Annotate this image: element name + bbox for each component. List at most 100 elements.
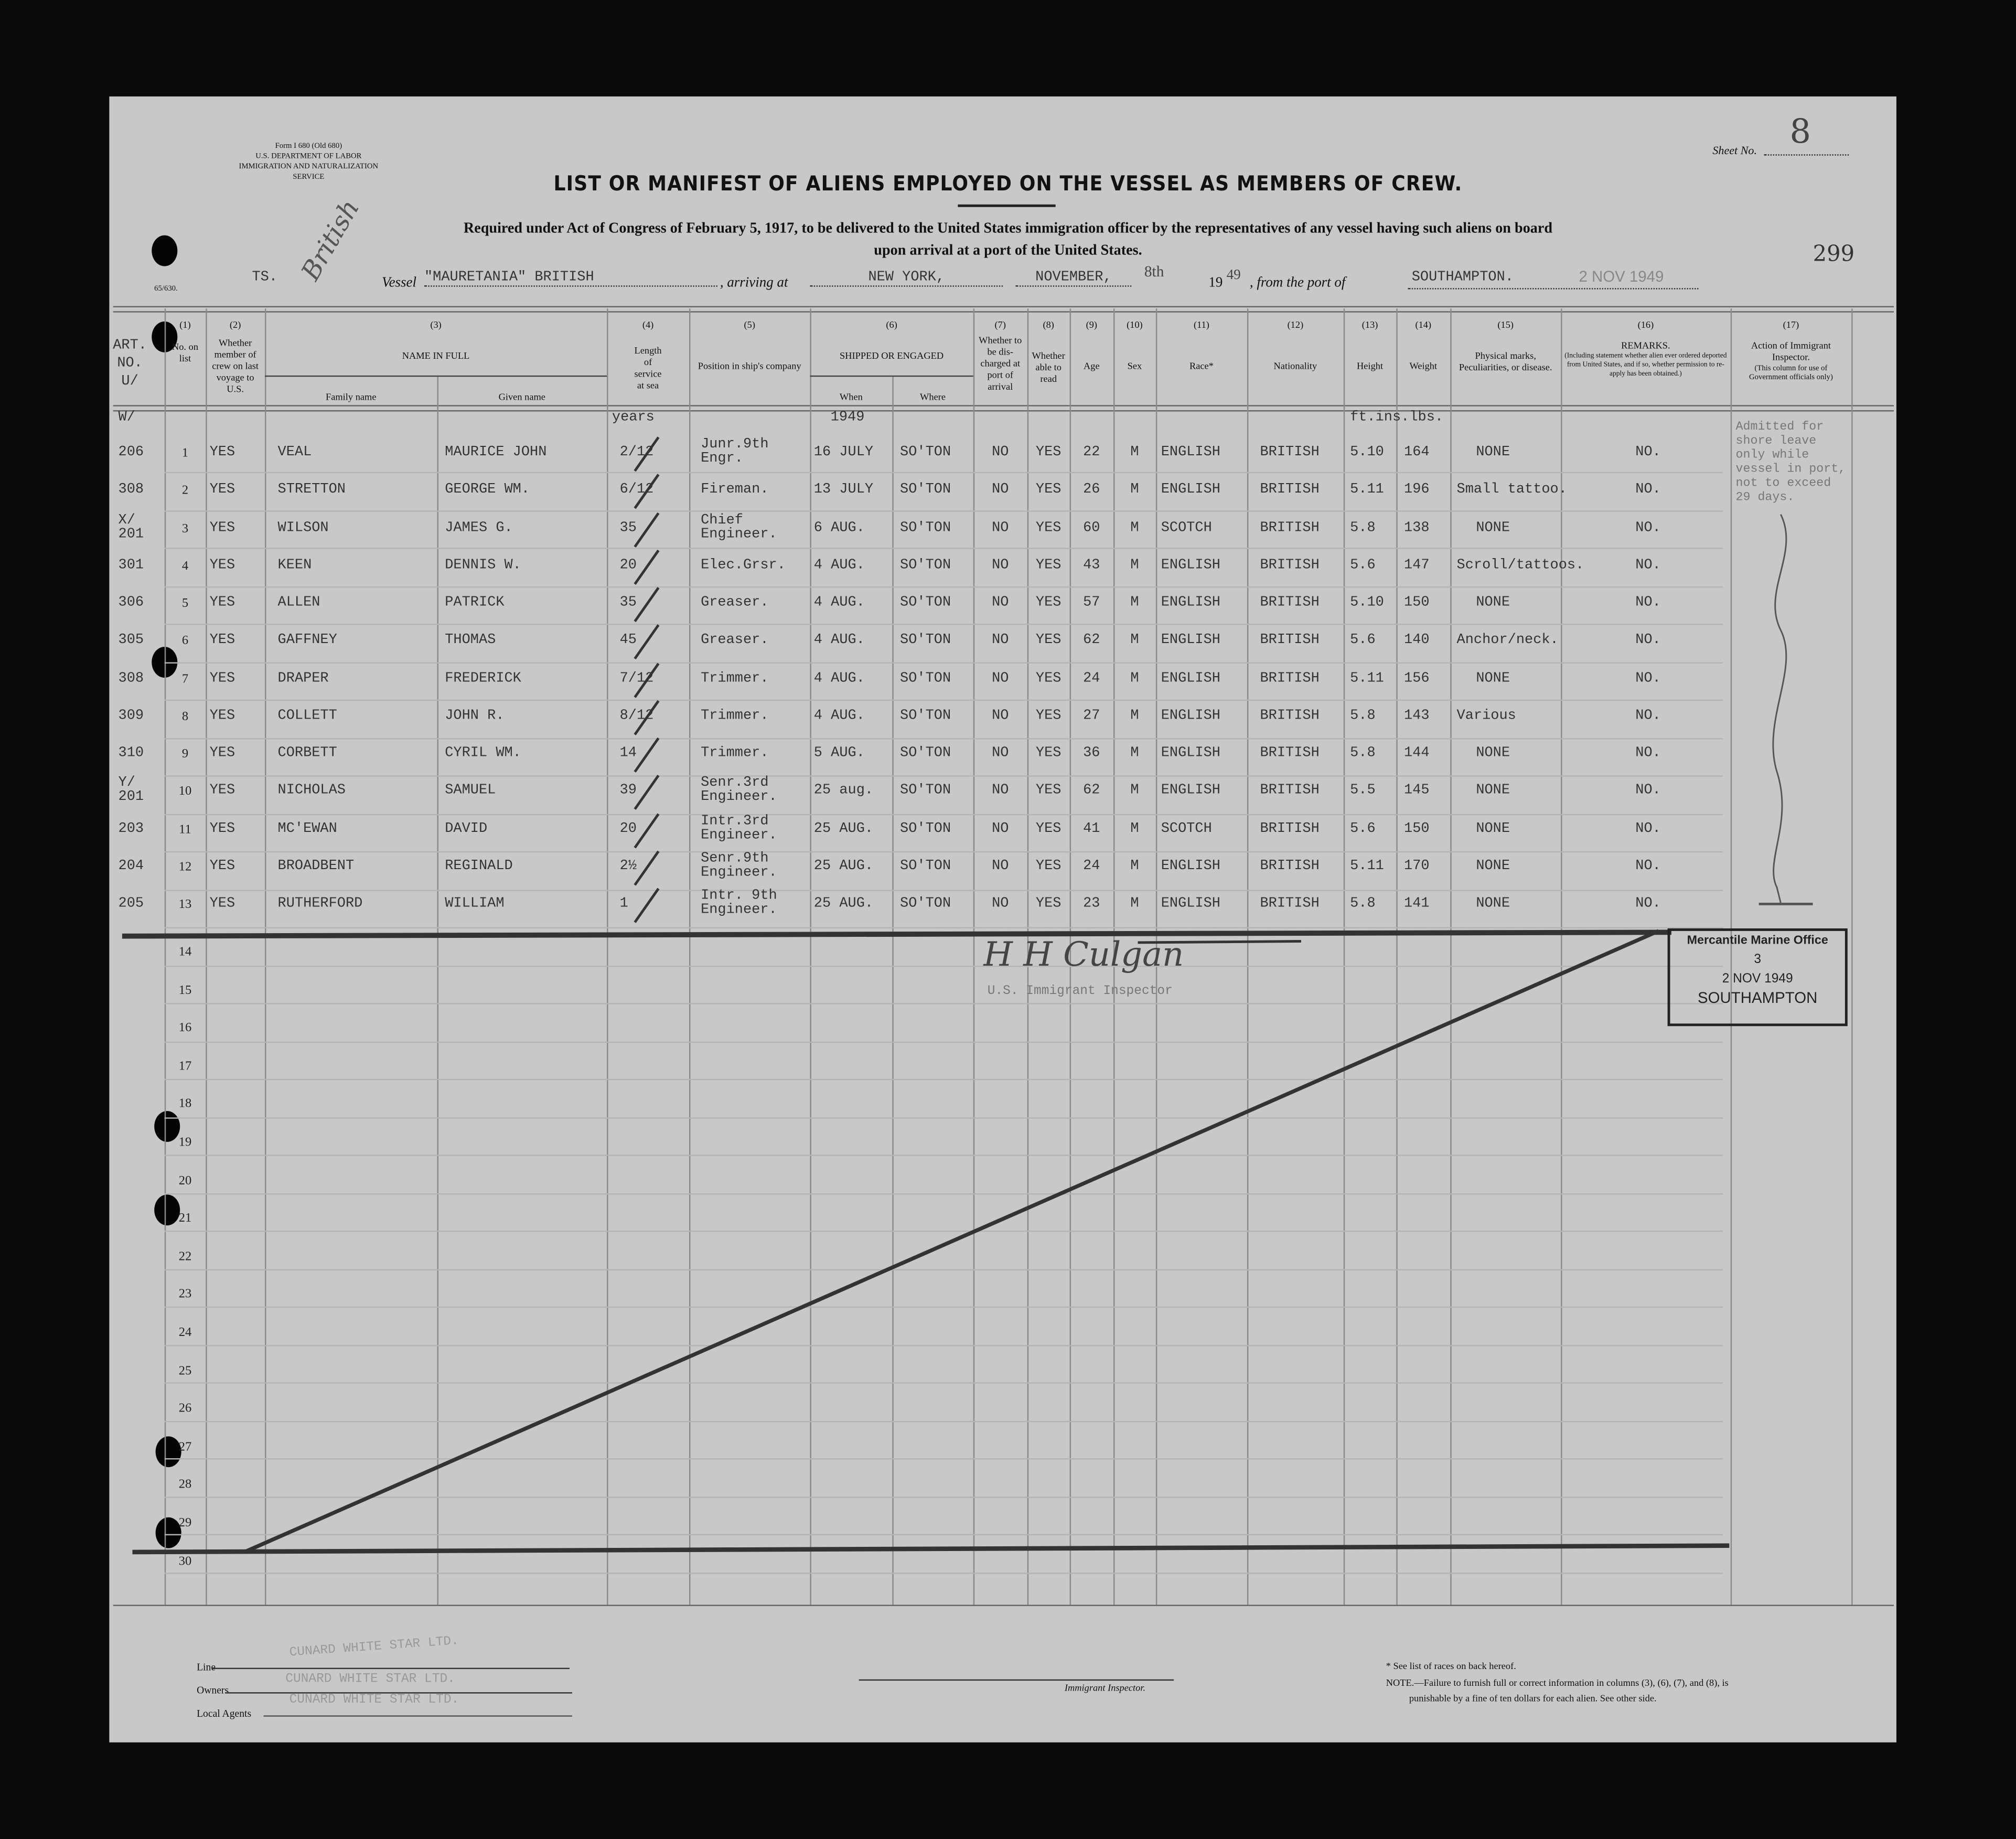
height: 5.11 bbox=[1350, 482, 1384, 498]
header-given-name: Given name bbox=[498, 391, 545, 403]
weight: 170 bbox=[1404, 858, 1430, 874]
given-name: THOMAS bbox=[445, 633, 496, 649]
row-line bbox=[164, 661, 1723, 663]
header-name-in-full: NAME IN FULL bbox=[402, 349, 470, 361]
family-name: WILSON bbox=[277, 520, 329, 536]
age: 62 bbox=[1083, 633, 1100, 649]
column-line bbox=[1851, 308, 1853, 1605]
header-discharged: Whether to be dis-charged at port of arr… bbox=[979, 334, 1022, 392]
arriving-label: , arriving at bbox=[720, 275, 788, 291]
able-to-read: YES bbox=[1035, 821, 1061, 837]
discharged: NO bbox=[992, 558, 1009, 573]
row-line bbox=[164, 775, 1723, 777]
family-name: NICHOLAS bbox=[277, 783, 346, 799]
position: Chief Engineer. bbox=[701, 512, 777, 542]
row-art-no: Y/ 201 bbox=[118, 775, 144, 806]
nationality: BRITISH bbox=[1260, 783, 1320, 799]
given-name: DENNIS W. bbox=[445, 558, 521, 573]
race: SCOTCH bbox=[1161, 520, 1212, 536]
row-art-no: 204 bbox=[118, 858, 144, 874]
column-line bbox=[1343, 308, 1345, 1605]
end-of-list-line bbox=[122, 929, 1671, 939]
family-name: STRETTON bbox=[277, 482, 346, 498]
manifest-sheet bbox=[109, 96, 1896, 1742]
shipped-where: SO'TON bbox=[900, 520, 951, 536]
blank-row-number: 22 bbox=[178, 1249, 192, 1264]
sex: M bbox=[1130, 858, 1139, 874]
header-num: (7) bbox=[994, 318, 1006, 331]
header-remarks-note: (Including statement whether alien ever … bbox=[1564, 352, 1727, 378]
blank-row-number: 19 bbox=[178, 1135, 192, 1150]
physical-marks: NONE bbox=[1476, 745, 1510, 762]
last-voyage: YES bbox=[209, 520, 235, 536]
blank-row-number: 21 bbox=[178, 1211, 192, 1226]
length-of-service: 1 bbox=[619, 896, 628, 912]
arrival-day: 8th bbox=[1144, 262, 1164, 281]
column-line bbox=[1561, 308, 1562, 1605]
stamp-port: SOUTHAMPTON bbox=[1698, 989, 1818, 1007]
race: ENGLISH bbox=[1161, 633, 1221, 649]
column-line bbox=[607, 308, 608, 1605]
header-family-name: Family name bbox=[325, 391, 377, 403]
table-bottom-rule bbox=[113, 1605, 1894, 1606]
year-suffix: 49 bbox=[1226, 267, 1241, 283]
header-last-voyage: Whether member of crew on last voyage to… bbox=[212, 337, 259, 395]
row-line bbox=[164, 623, 1723, 625]
length-of-service: 35 bbox=[619, 595, 637, 611]
shipped-where: SO'TON bbox=[900, 595, 951, 611]
blank-row-number: 24 bbox=[178, 1325, 192, 1340]
physical-marks: NONE bbox=[1476, 595, 1510, 611]
column-line bbox=[1396, 308, 1398, 1605]
nationality: BRITISH bbox=[1260, 670, 1320, 686]
physical-marks: NONE bbox=[1476, 520, 1510, 536]
blank-row-number: 23 bbox=[178, 1287, 192, 1302]
blank-row-number: 15 bbox=[178, 983, 192, 998]
row-line bbox=[164, 1192, 1723, 1194]
shipped-when: 25 AUG. bbox=[813, 858, 874, 874]
blank-row-number: 29 bbox=[178, 1516, 192, 1531]
physical-marks: Small tattoo. bbox=[1456, 482, 1567, 498]
remarks: NO. bbox=[1635, 708, 1661, 724]
row-line bbox=[164, 1003, 1723, 1004]
header-num: (1) bbox=[179, 318, 191, 331]
row-line bbox=[164, 1231, 1723, 1232]
shipped-where: SO'TON bbox=[900, 896, 951, 912]
remarks: NO. bbox=[1635, 858, 1661, 874]
family-name: GAFFNEY bbox=[277, 633, 337, 649]
header-num: (3) bbox=[430, 318, 442, 331]
inspector-label: U.S. Immigrant Inspector bbox=[987, 985, 1173, 999]
given-name: JOHN R. bbox=[445, 708, 505, 724]
nationality: BRITISH bbox=[1260, 745, 1320, 762]
physical-marks: NONE bbox=[1476, 445, 1510, 461]
shipped-when: 25 AUG. bbox=[813, 821, 874, 837]
sheet-label: Sheet No. bbox=[1712, 144, 1757, 157]
able-to-read: YES bbox=[1035, 520, 1061, 536]
sex: M bbox=[1130, 482, 1139, 498]
discharged: NO bbox=[992, 708, 1009, 724]
units-ft-ins-lbs: ft.ins.lbs. bbox=[1350, 410, 1444, 426]
punch-hole bbox=[155, 1517, 181, 1548]
discharged: NO bbox=[992, 783, 1009, 799]
shipped-when: 4 AUG. bbox=[813, 633, 865, 649]
row-line bbox=[164, 737, 1723, 739]
weight: 147 bbox=[1404, 558, 1430, 573]
length-of-service: 20 bbox=[619, 558, 637, 573]
page-title: LIST OR MANIFEST OF ALIENS EMPLOYED ON T… bbox=[553, 171, 1463, 196]
row-line bbox=[164, 927, 1723, 928]
header-num: (4) bbox=[642, 318, 654, 331]
shipped-where: SO'TON bbox=[900, 670, 951, 686]
age: 24 bbox=[1083, 858, 1100, 874]
discharged: NO bbox=[992, 520, 1009, 536]
row-number: 5 bbox=[181, 596, 189, 611]
discharged: NO bbox=[992, 445, 1009, 461]
weight: 164 bbox=[1404, 445, 1430, 461]
discharged: NO bbox=[992, 482, 1009, 498]
punch-hole bbox=[155, 1436, 181, 1468]
shipped-where: SO'TON bbox=[900, 558, 951, 573]
race: ENGLISH bbox=[1161, 558, 1221, 573]
able-to-read: YES bbox=[1035, 595, 1061, 611]
family-name: KEEN bbox=[277, 558, 312, 573]
given-name: MAURICE JOHN bbox=[445, 445, 547, 461]
remarks: NO. bbox=[1635, 821, 1661, 837]
given-name: REGINALD bbox=[445, 858, 513, 874]
